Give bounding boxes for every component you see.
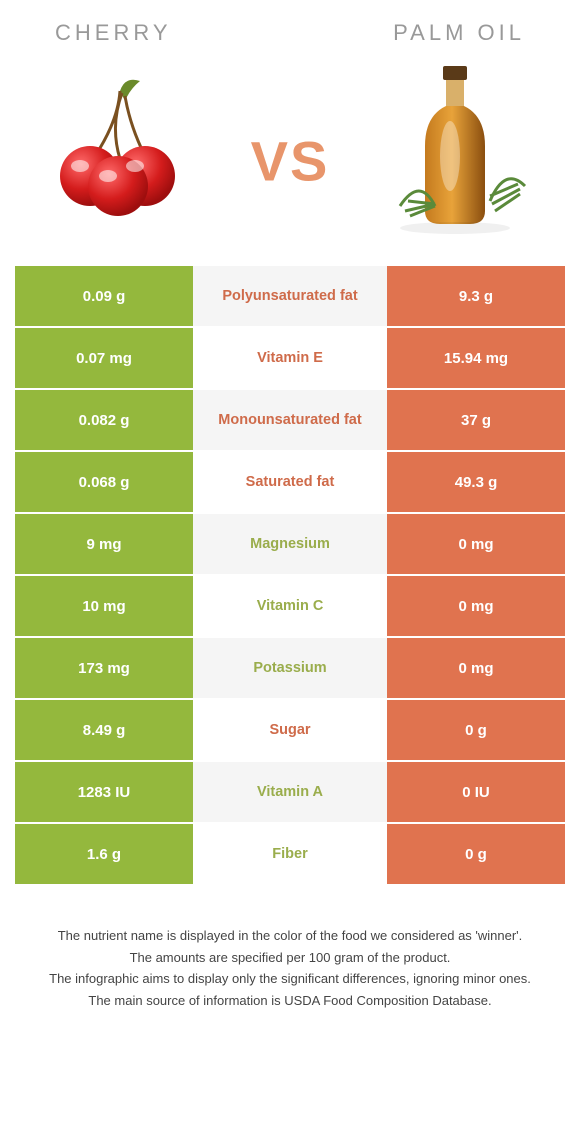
nutrient-label: Polyunsaturated fat [193, 266, 387, 328]
palm-value: 49.3 g [387, 452, 565, 514]
nutrient-label: Sugar [193, 700, 387, 762]
cherry-value: 173 mg [15, 638, 193, 700]
left-food-title: CHERRY [55, 20, 172, 46]
nutrient-row: 0.09 gPolyunsaturated fat9.3 g [15, 266, 565, 328]
footnote-line: The main source of information is USDA F… [40, 991, 540, 1011]
cherry-value: 10 mg [15, 576, 193, 638]
nutrient-label: Potassium [193, 638, 387, 700]
nutrient-row: 1283 IUVitamin A0 IU [15, 762, 565, 824]
infographic-container: CHERRY PALM OIL VS [0, 0, 580, 1032]
footnote-line: The amounts are specified per 100 gram o… [40, 948, 540, 968]
nutrient-label: Magnesium [193, 514, 387, 576]
vs-label: VS [251, 129, 330, 194]
nutrient-label: Fiber [193, 824, 387, 886]
palm-value: 0 IU [387, 762, 565, 824]
cherry-icon [40, 71, 210, 221]
palm-value: 0 g [387, 824, 565, 886]
footnote-line: The nutrient name is displayed in the co… [40, 926, 540, 946]
nutrient-row: 10 mgVitamin C0 mg [15, 576, 565, 638]
nutrient-row: 0.07 mgVitamin E15.94 mg [15, 328, 565, 390]
cherry-value: 9 mg [15, 514, 193, 576]
right-food-title: PALM OIL [393, 20, 525, 46]
cherry-value: 0.082 g [15, 390, 193, 452]
cherry-value: 0.068 g [15, 452, 193, 514]
palm-value: 0 mg [387, 638, 565, 700]
oil-bottle-icon [370, 56, 540, 236]
nutrient-label: Saturated fat [193, 452, 387, 514]
nutrient-label: Vitamin C [193, 576, 387, 638]
palm-value: 37 g [387, 390, 565, 452]
palm-value: 9.3 g [387, 266, 565, 328]
cherry-value: 1.6 g [15, 824, 193, 886]
nutrient-label: Vitamin A [193, 762, 387, 824]
nutrient-label: Monounsaturated fat [193, 390, 387, 452]
palm-value: 0 mg [387, 514, 565, 576]
nutrient-table: 0.09 gPolyunsaturated fat9.3 g0.07 mgVit… [15, 266, 565, 886]
cherry-value: 1283 IU [15, 762, 193, 824]
nutrient-row: 0.082 gMonounsaturated fat37 g [15, 390, 565, 452]
cherry-value: 0.07 mg [15, 328, 193, 390]
palm-value: 15.94 mg [387, 328, 565, 390]
images-row: VS [15, 56, 565, 266]
header-row: CHERRY PALM OIL [15, 20, 565, 46]
nutrient-row: 173 mgPotassium0 mg [15, 638, 565, 700]
palm-value: 0 g [387, 700, 565, 762]
nutrient-row: 8.49 gSugar0 g [15, 700, 565, 762]
nutrient-row: 9 mgMagnesium0 mg [15, 514, 565, 576]
nutrient-label: Vitamin E [193, 328, 387, 390]
palm-oil-image [365, 56, 545, 236]
nutrient-row: 0.068 gSaturated fat49.3 g [15, 452, 565, 514]
cherry-image [35, 56, 215, 236]
palm-value: 0 mg [387, 576, 565, 638]
footnotes: The nutrient name is displayed in the co… [15, 926, 565, 1010]
footnote-line: The infographic aims to display only the… [40, 969, 540, 989]
cherry-value: 8.49 g [15, 700, 193, 762]
nutrient-row: 1.6 gFiber0 g [15, 824, 565, 886]
cherry-value: 0.09 g [15, 266, 193, 328]
